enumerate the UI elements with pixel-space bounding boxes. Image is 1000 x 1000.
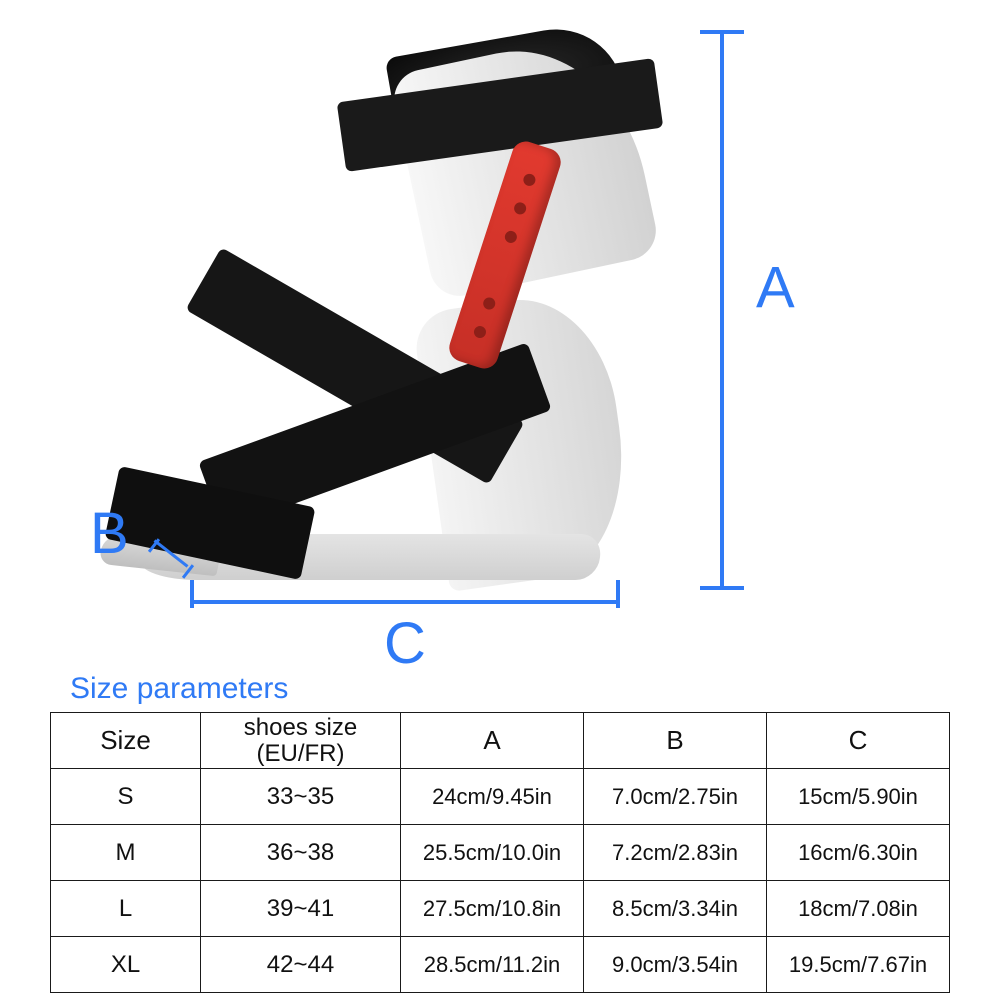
dimension-A: A <box>700 30 760 590</box>
dim-line <box>190 600 620 604</box>
table-header-row: Size shoes size (EU/FR) A B C <box>51 713 950 769</box>
cell-A: 24cm/9.45in <box>401 769 584 825</box>
dimension-label-C: C <box>384 610 426 677</box>
cell-B: 7.2cm/2.83in <box>584 825 767 881</box>
cell-shoe: 42~44 <box>201 937 401 993</box>
dim-cap <box>182 564 194 578</box>
cell-A: 25.5cm/10.0in <box>401 825 584 881</box>
col-A: A <box>401 713 584 769</box>
cell-shoe: 39~41 <box>201 881 401 937</box>
cell-A: 28.5cm/11.2in <box>401 937 584 993</box>
col-size: Size <box>51 713 201 769</box>
cell-size: L <box>51 881 201 937</box>
cell-size: M <box>51 825 201 881</box>
dim-cap <box>616 580 620 608</box>
cell-B: 7.0cm/2.75in <box>584 769 767 825</box>
col-shoe-main: shoes size <box>201 715 400 740</box>
table-row: M 36~38 25.5cm/10.0in 7.2cm/2.83in 16cm/… <box>51 825 950 881</box>
dim-line <box>720 30 724 590</box>
table-row: L 39~41 27.5cm/10.8in 8.5cm/3.34in 18cm/… <box>51 881 950 937</box>
product-illustration <box>140 30 660 590</box>
cell-C: 18cm/7.08in <box>767 881 950 937</box>
dim-cap <box>700 586 744 590</box>
cell-shoe: 33~35 <box>201 769 401 825</box>
size-table: Size shoes size (EU/FR) A B C S 33~35 24… <box>50 712 950 993</box>
col-C: C <box>767 713 950 769</box>
col-shoe-sub: (EU/FR) <box>201 741 400 766</box>
table-title: Size parameters <box>70 672 288 706</box>
cell-size: S <box>51 769 201 825</box>
canvas: A B C Size parameters Size shoes size (E… <box>0 0 1000 1000</box>
dim-line <box>154 539 189 567</box>
table-row: XL 42~44 28.5cm/11.2in 9.0cm/3.54in 19.5… <box>51 937 950 993</box>
dimension-C: C <box>190 590 620 650</box>
col-shoe: shoes size (EU/FR) <box>201 713 401 769</box>
table-row: S 33~35 24cm/9.45in 7.0cm/2.75in 15cm/5.… <box>51 769 950 825</box>
col-B: B <box>584 713 767 769</box>
cell-A: 27.5cm/10.8in <box>401 881 584 937</box>
dimension-B: B <box>90 510 210 590</box>
cell-shoe: 36~38 <box>201 825 401 881</box>
cell-C: 19.5cm/7.67in <box>767 937 950 993</box>
cell-size: XL <box>51 937 201 993</box>
cell-B: 8.5cm/3.34in <box>584 881 767 937</box>
cell-C: 15cm/5.90in <box>767 769 950 825</box>
dimension-label-A: A <box>756 254 795 321</box>
cell-B: 9.0cm/3.54in <box>584 937 767 993</box>
dimension-label-B: B <box>90 500 129 567</box>
table-body: S 33~35 24cm/9.45in 7.0cm/2.75in 15cm/5.… <box>51 769 950 993</box>
cell-C: 16cm/6.30in <box>767 825 950 881</box>
